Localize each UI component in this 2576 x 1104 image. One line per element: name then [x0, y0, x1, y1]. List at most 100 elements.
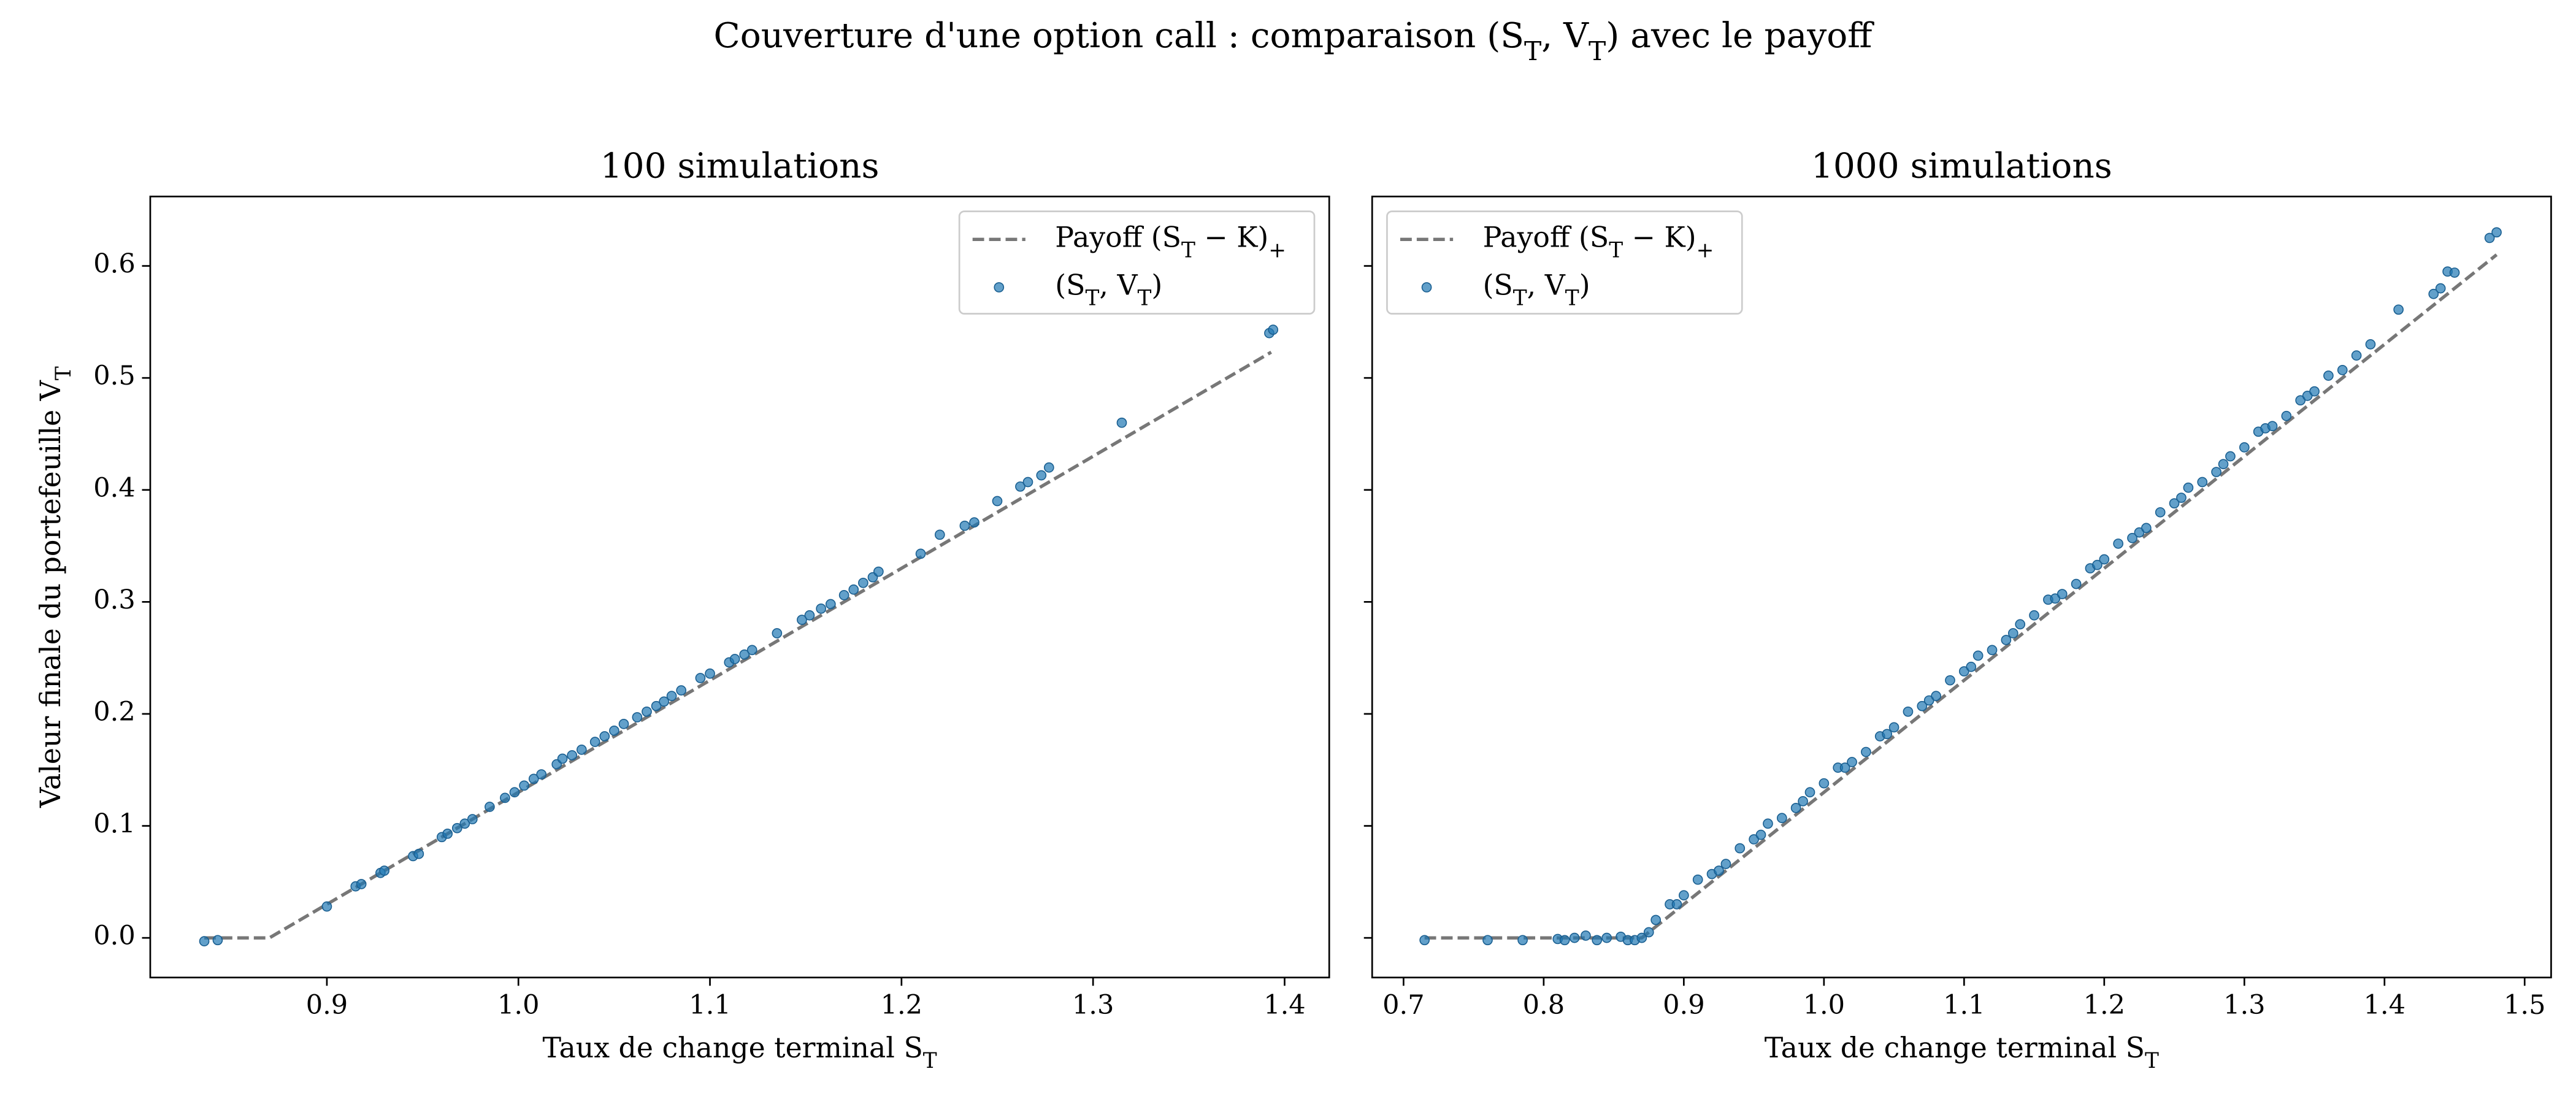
scatter-point — [2155, 507, 2166, 518]
scatter-point — [2281, 410, 2292, 421]
scatter-point — [609, 725, 619, 736]
scatter-point — [695, 673, 706, 683]
subplot-title: 1000 simulations — [1811, 146, 2112, 186]
scatter-point — [2007, 628, 2018, 638]
scatter-point — [356, 879, 367, 889]
x-tick-label: 1.3 — [1072, 990, 1114, 1021]
scatter-point — [1755, 829, 1766, 840]
scatter-point — [509, 787, 520, 798]
x-tick-label: 0.9 — [306, 990, 348, 1021]
scatter-point — [1671, 899, 1682, 910]
text-part: , V — [1541, 15, 1589, 55]
scatter-point — [2267, 421, 2278, 432]
scatter-point — [1972, 650, 1984, 661]
text-part: 1.2 — [2083, 990, 2125, 1021]
legend-label: (ST, VT) — [1055, 269, 1162, 310]
text-part: 0.8 — [1523, 990, 1565, 1021]
scatter-point — [2393, 304, 2404, 315]
y-axis-label: Valeur finale du portefeuille VT — [34, 366, 76, 808]
scatter-point — [1569, 932, 1580, 943]
scatter-point — [2351, 350, 2362, 361]
scatter-point — [1714, 865, 1724, 876]
scatter-point — [2449, 267, 2460, 278]
scatter-point — [2071, 578, 2082, 589]
scatter-point — [599, 731, 610, 742]
text-part: Payoff (S — [1055, 221, 1181, 253]
scatter-point — [2099, 554, 2110, 565]
x-tick-label: 1.2 — [2083, 990, 2125, 1021]
scatter-point — [651, 700, 662, 711]
scatter-point — [2435, 283, 2446, 294]
scatter-point — [1966, 661, 1977, 672]
scatter-point — [2484, 232, 2495, 243]
scatter-point — [1804, 787, 1815, 798]
scatter-point — [451, 822, 462, 834]
text-part: 0.2 — [93, 697, 135, 727]
subscript: + — [1696, 238, 1714, 263]
text-part: Taux de change terminal S — [1765, 1032, 2145, 1064]
scatter-point — [666, 691, 677, 702]
axes-frame — [149, 196, 1330, 979]
scatter-point — [1819, 778, 1830, 789]
text-part: 0.9 — [306, 990, 348, 1021]
text-part: (S — [1483, 269, 1513, 301]
scatter-point — [1116, 417, 1127, 428]
text-part: 0.0 — [93, 921, 135, 951]
scatter-point — [379, 865, 389, 876]
scatter-point — [618, 719, 629, 729]
text-part: 1.3 — [1072, 990, 1114, 1021]
scatter-point — [1036, 470, 1047, 481]
x-tick-label: 1.4 — [1263, 990, 1305, 1021]
scatter-point — [746, 645, 757, 656]
scatter-point — [1763, 818, 1773, 829]
scatter-point — [1888, 722, 1899, 733]
subscript: T — [1524, 36, 1541, 66]
subscript: T — [1565, 286, 1579, 310]
scatter-point — [2365, 339, 2376, 350]
text-part: Valeur finale du portefeuille V — [34, 380, 67, 808]
scatter-point — [992, 496, 1003, 507]
text-part: (S — [1055, 269, 1085, 301]
x-tick-label: 1.2 — [881, 990, 922, 1021]
figure-title: Couverture d'une option call : comparais… — [714, 15, 1875, 66]
scatter-point — [589, 737, 600, 747]
y-tick-label: 0.1 — [93, 809, 135, 840]
x-tick-label: 0.7 — [1382, 990, 1424, 1021]
scatter-point — [519, 780, 529, 791]
text-part: 100 simulations — [600, 146, 880, 186]
scatter-point — [1482, 935, 1493, 946]
subscript: T — [1513, 286, 1527, 310]
text-part: ) — [1579, 269, 1590, 301]
subscript: T — [923, 1049, 937, 1073]
scatter-point — [2057, 589, 2068, 599]
scatter-point — [2309, 386, 2320, 397]
scatter-point — [467, 814, 478, 824]
subscript: T — [1589, 36, 1606, 66]
scatter-point — [1559, 935, 1570, 946]
text-part: 1.4 — [1263, 990, 1305, 1021]
legend-swatch — [994, 282, 1005, 293]
scatter-point — [567, 750, 578, 761]
scatter-point — [1917, 700, 1928, 711]
text-part: 1.1 — [1943, 990, 1985, 1021]
text-part: 0.1 — [93, 809, 135, 840]
scatter-point — [2239, 442, 2250, 453]
text-part: Couverture d'une option call : comparais… — [714, 15, 1524, 55]
scatter-point — [1847, 757, 1857, 767]
scatter-point — [1790, 802, 1801, 813]
scatter-point — [212, 935, 223, 946]
scatter-point — [858, 577, 868, 588]
scatter-point — [1043, 462, 1054, 473]
scatter-point — [500, 792, 510, 803]
subscript: T — [52, 366, 76, 380]
scatter-point — [1636, 932, 1647, 943]
scatter-point — [1861, 746, 1871, 757]
y-tick-label: 0.2 — [93, 697, 135, 727]
scatter-point — [1601, 932, 1612, 943]
scatter-point — [1720, 859, 1731, 869]
subscript: T — [1181, 238, 1195, 263]
scatter-point — [2127, 532, 2137, 543]
x-axis-label: Taux de change terminal ST — [1765, 1032, 2159, 1073]
